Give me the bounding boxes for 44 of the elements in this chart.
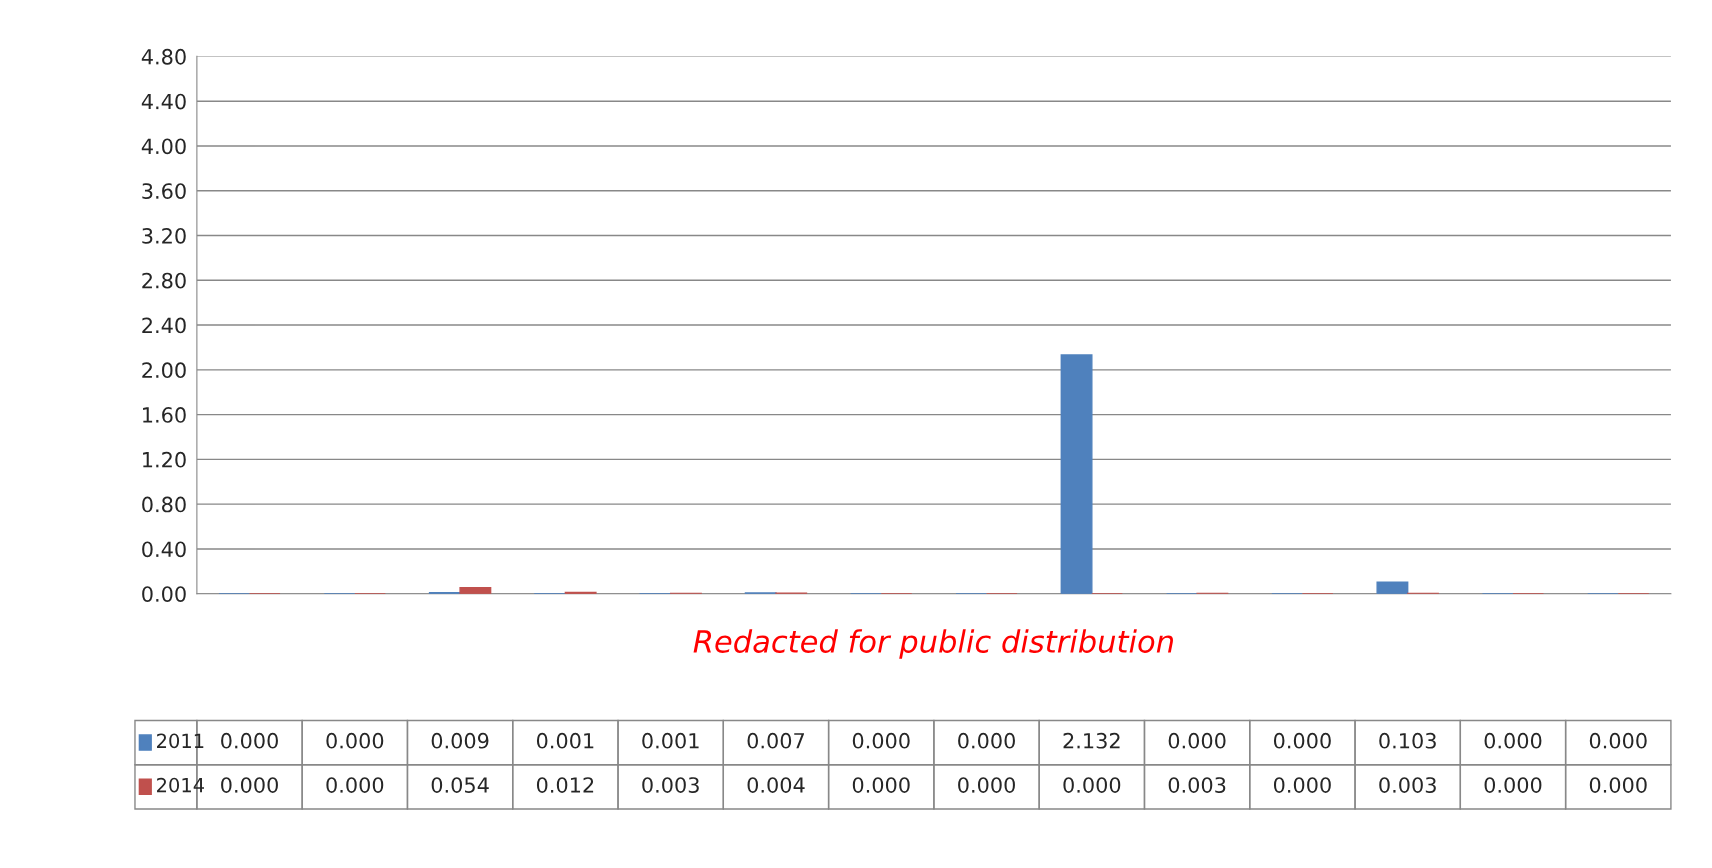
data-label: 0.000 [852,777,910,793]
y-tick-label: 3.20 [142,227,186,244]
y-tick-label: 3.60 [142,183,186,199]
data-label: 0.000 [326,732,384,749]
data-label: 0.000 [852,732,910,749]
data-label: 0.000 [1589,732,1647,749]
data-label: 0.004 [747,777,805,793]
y-tick-label: 0.40 [142,541,186,558]
data-label: 0.000 [1589,777,1647,793]
data-label: 0.000 [1484,777,1542,793]
data-label: 0.003 [1168,777,1226,793]
y-tick-label: 0.00 [142,586,186,602]
data-label: 0.000 [1168,732,1226,749]
data-label: 0.000 [958,777,1015,793]
data-label: 0.000 [221,732,278,749]
data-label: 0.000 [1273,732,1331,749]
y-tick-label: 4.00 [141,138,186,155]
data-label: 0.000 [326,777,384,793]
data-label: 0.003 [642,777,699,793]
y-tick-label: 1.20 [143,451,186,468]
legend-label: 2014 [157,777,204,793]
data-label: 0.054 [431,777,489,793]
data-label: 0.000 [1063,777,1121,793]
data-label: 0.000 [221,777,278,793]
data-label: 0.003 [1379,777,1436,793]
data-label: 0.001 [536,732,594,749]
data-label: 0.103 [1379,732,1436,749]
y-tick-label: 4.80 [141,48,186,65]
data-label: 0.012 [536,777,594,793]
data-label: 2.132 [1063,732,1120,749]
y-tick-label: 0.80 [142,496,186,513]
data-label: 0.000 [1484,732,1542,749]
y-tick-label: 1.60 [143,407,186,423]
legend-label: 2011 [157,733,204,749]
data-label: 0.009 [431,732,489,749]
y-tick-label: 2.40 [142,317,186,334]
data-label: 0.000 [1273,777,1331,793]
data-label: 0.001 [642,732,699,749]
y-tick-label: 4.40 [141,93,186,110]
text: Redacted for public distribution [693,629,1173,659]
data-label: 0.000 [958,732,1015,749]
data-label: 0.007 [747,732,804,749]
y-tick-label: 2.00 [142,362,186,379]
y-tick-label: 2.80 [142,272,186,289]
